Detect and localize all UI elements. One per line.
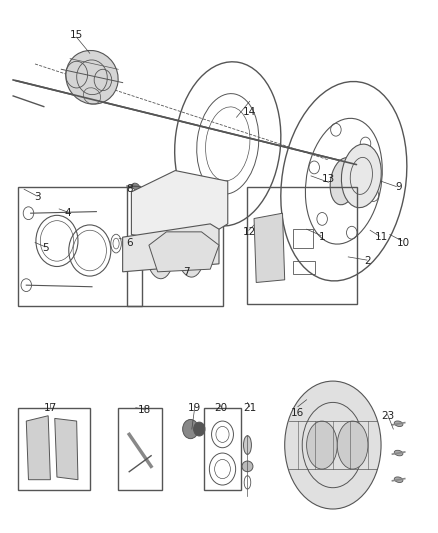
Text: 12: 12 [243, 227, 256, 237]
Text: 21: 21 [243, 403, 256, 413]
Text: 13: 13 [322, 174, 335, 183]
Text: 18: 18 [138, 406, 151, 415]
Polygon shape [254, 213, 285, 282]
Ellipse shape [244, 435, 251, 454]
Text: 9: 9 [395, 182, 402, 191]
Bar [293, 261, 315, 274]
Text: 6: 6 [126, 238, 133, 247]
Text: 1: 1 [318, 232, 325, 242]
Bar [118, 408, 162, 490]
Ellipse shape [307, 421, 337, 469]
Ellipse shape [147, 231, 173, 279]
Bar [127, 187, 223, 306]
Polygon shape [149, 232, 219, 272]
Polygon shape [123, 224, 219, 272]
Text: 5: 5 [42, 243, 49, 253]
Text: 4: 4 [64, 208, 71, 218]
Ellipse shape [66, 51, 118, 104]
Ellipse shape [177, 229, 204, 277]
Text: 14: 14 [243, 107, 256, 117]
Text: 8: 8 [126, 184, 133, 194]
Bar [18, 187, 142, 306]
Text: 11: 11 [374, 232, 388, 242]
Text: 10: 10 [396, 238, 410, 247]
Circle shape [183, 419, 198, 439]
Text: 7: 7 [183, 267, 190, 277]
Polygon shape [55, 418, 78, 480]
Polygon shape [26, 416, 50, 480]
Ellipse shape [394, 450, 403, 456]
Bar [204, 408, 241, 490]
Circle shape [194, 422, 205, 436]
Bar [293, 229, 313, 248]
Ellipse shape [394, 477, 403, 482]
Ellipse shape [132, 183, 140, 190]
Bar [247, 187, 357, 304]
Bar [18, 408, 90, 490]
Text: 23: 23 [381, 411, 394, 421]
Polygon shape [131, 171, 228, 245]
Text: 3: 3 [34, 192, 41, 202]
Ellipse shape [394, 421, 403, 426]
Text: 17: 17 [44, 403, 57, 413]
Text: 2: 2 [364, 256, 371, 266]
Ellipse shape [337, 421, 368, 469]
Ellipse shape [242, 461, 253, 472]
Ellipse shape [330, 158, 357, 205]
Text: 20: 20 [215, 403, 228, 413]
Text: 15: 15 [70, 30, 83, 39]
Ellipse shape [341, 144, 381, 208]
Text: 16: 16 [291, 408, 304, 418]
Ellipse shape [285, 381, 381, 509]
Text: 19: 19 [188, 403, 201, 413]
